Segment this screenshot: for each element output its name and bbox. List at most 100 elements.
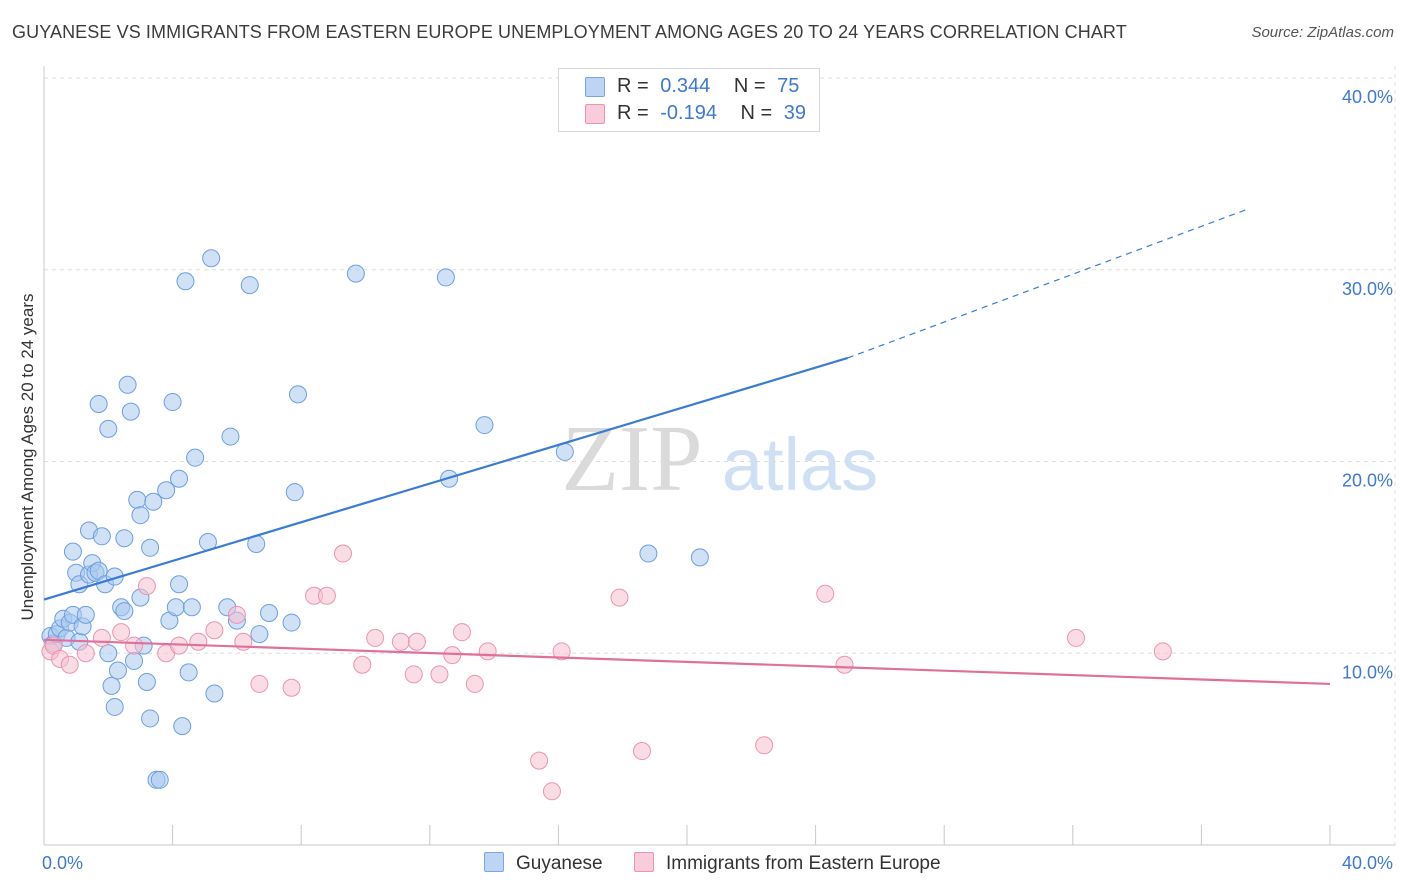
legend-swatch-pink xyxy=(585,104,605,124)
chart-title: GUYANESE VS IMMIGRANTS FROM EASTERN EURO… xyxy=(12,22,1127,42)
trend-lines xyxy=(43,207,1331,686)
bottom-legend-guyanese: Guyanese xyxy=(484,852,603,875)
data-point-guyanese xyxy=(346,264,365,283)
watermark-atlas: atlas xyxy=(722,423,878,506)
data-point-eastern-europe xyxy=(205,621,224,640)
data-point-eastern-europe xyxy=(137,577,156,596)
watermark-zip: ZIP xyxy=(562,407,703,511)
tick-labels: 10.0% 20.0% 30.0% 40.0% 0.0% 40.0% xyxy=(42,87,1393,873)
y-tick-label: 40.0% xyxy=(1342,87,1393,107)
data-point-eastern-europe xyxy=(353,655,372,674)
data-point-guyanese xyxy=(102,676,121,695)
data-point-eastern-europe xyxy=(391,632,410,651)
data-point-guyanese xyxy=(128,490,147,509)
data-point-guyanese xyxy=(121,402,140,421)
data-point-guyanese xyxy=(221,427,240,446)
data-point-guyanese xyxy=(555,442,574,461)
data-point-guyanese xyxy=(157,481,176,500)
data-point-eastern-europe xyxy=(250,674,269,693)
bottom-legend-label: Guyanese xyxy=(516,853,603,874)
data-point-eastern-europe xyxy=(530,751,549,770)
legend-swatch-blue xyxy=(585,77,605,97)
correlation-legend: R = 0.344 N = 75 R = -0.194 N = 39 xyxy=(558,68,820,132)
data-point-guyanese xyxy=(118,375,137,394)
data-point-eastern-europe xyxy=(1067,628,1086,647)
data-point-guyanese xyxy=(260,603,279,622)
data-point-guyanese xyxy=(105,697,124,716)
data-point-guyanese xyxy=(690,548,709,567)
data-point-eastern-europe xyxy=(76,644,95,663)
data-point-guyanese xyxy=(176,272,195,291)
data-point-guyanese xyxy=(205,684,224,703)
data-point-eastern-europe xyxy=(632,742,651,761)
data-point-eastern-europe xyxy=(125,636,144,655)
data-point-guyanese xyxy=(173,717,192,736)
axes xyxy=(43,66,1395,846)
data-point-guyanese xyxy=(115,602,134,621)
data-point-eastern-europe xyxy=(227,605,246,624)
legend-n-label: N = xyxy=(733,75,766,97)
data-point-eastern-europe xyxy=(610,588,629,607)
bottom-legend-eastern-europe: Immigrants from Eastern Europe xyxy=(634,852,941,875)
data-point-eastern-europe xyxy=(1153,642,1172,661)
data-point-eastern-europe xyxy=(478,642,497,661)
guyanese-points xyxy=(41,249,709,789)
legend-n-value: 39 xyxy=(783,102,807,124)
y-tick-label: 10.0% xyxy=(1342,662,1393,682)
data-point-guyanese xyxy=(131,506,150,525)
legend-r-label: R = xyxy=(617,102,649,124)
data-point-eastern-europe xyxy=(404,665,423,684)
data-point-eastern-europe xyxy=(835,655,854,674)
data-point-eastern-europe xyxy=(333,544,352,563)
data-point-guyanese xyxy=(144,492,163,511)
data-point-guyanese xyxy=(170,469,189,488)
bottom-legend-swatch-blue xyxy=(484,852,504,872)
data-point-eastern-europe xyxy=(755,736,774,755)
legend-n-value: 75 xyxy=(777,75,800,97)
legend-r-label: R = xyxy=(617,75,649,97)
trend-line-guyanese xyxy=(43,356,849,601)
data-point-guyanese xyxy=(108,661,127,680)
bottom-legend-label: Immigrants from Eastern Europe xyxy=(666,853,941,874)
data-point-guyanese xyxy=(250,625,269,644)
data-point-guyanese xyxy=(639,544,658,563)
data-point-guyanese xyxy=(288,385,307,404)
data-point-guyanese xyxy=(186,448,205,467)
data-point-guyanese xyxy=(240,276,259,295)
data-point-eastern-europe xyxy=(430,665,449,684)
data-point-guyanese xyxy=(141,709,160,728)
y-axis-title: Unemployment Among Ages 20 to 24 years xyxy=(18,293,37,621)
data-point-guyanese xyxy=(99,419,118,438)
data-point-eastern-europe xyxy=(443,646,462,665)
data-point-guyanese xyxy=(475,416,494,435)
data-point-guyanese xyxy=(282,613,301,632)
data-point-guyanese xyxy=(92,527,111,546)
data-point-eastern-europe xyxy=(282,678,301,697)
legend-r-value: -0.194 xyxy=(660,102,717,124)
data-point-guyanese xyxy=(99,644,118,663)
data-point-guyanese xyxy=(150,770,169,789)
data-point-guyanese xyxy=(89,394,108,413)
data-point-guyanese xyxy=(76,605,95,624)
legend-n-label: N = xyxy=(740,102,773,124)
data-point-eastern-europe xyxy=(317,586,336,605)
data-point-eastern-europe xyxy=(552,642,571,661)
x-tick-label: 40.0% xyxy=(1342,853,1393,873)
data-point-guyanese xyxy=(182,598,201,617)
data-point-guyanese xyxy=(141,538,160,557)
data-point-guyanese xyxy=(63,542,82,561)
legend-r-value: 0.344 xyxy=(660,75,711,97)
data-point-guyanese xyxy=(115,529,134,548)
data-point-guyanese xyxy=(170,575,189,594)
data-point-guyanese xyxy=(163,393,182,412)
y-tick-label: 20.0% xyxy=(1342,471,1393,491)
data-point-guyanese xyxy=(285,483,304,502)
data-point-eastern-europe xyxy=(112,623,131,642)
data-point-eastern-europe xyxy=(92,628,111,647)
data-point-eastern-europe xyxy=(542,782,561,801)
trend-line-eastern-europe xyxy=(43,638,1331,686)
data-point-guyanese xyxy=(166,598,185,617)
bottom-legend-swatch-pink xyxy=(634,852,654,872)
gridlines xyxy=(44,66,1396,845)
